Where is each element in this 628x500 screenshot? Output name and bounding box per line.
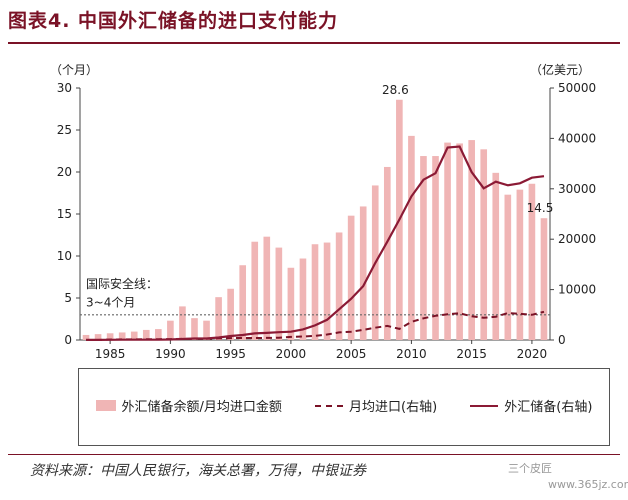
bar: [287, 267, 295, 340]
bar: [408, 135, 415, 340]
x-tick-label: 2010: [396, 347, 427, 361]
bar: [323, 242, 331, 340]
bar: [528, 183, 536, 340]
bar: [480, 149, 488, 340]
legend: 外汇储备余额/月均进口金额 月均进口(右轴) 外汇储备(右轴): [78, 368, 610, 446]
bar: [179, 306, 186, 340]
title-divider: [8, 42, 620, 44]
reserve-line: [86, 145, 545, 341]
bar: [347, 215, 355, 340]
x-tick-label: 1990: [155, 347, 186, 361]
right-axis-unit: （亿美元）: [530, 62, 590, 77]
legend-swatch-bar: [95, 400, 116, 411]
chart-title: 图表4. 中国外汇储备的进口支付能力: [8, 10, 339, 32]
bar: [227, 288, 234, 340]
latest-value-label: 14.5: [527, 201, 554, 215]
bar: [191, 318, 198, 340]
bar: [492, 172, 500, 340]
chart: 0 5 10 15 20 25 30 0 10000 20000 30000 40000 50000 19…: [50, 62, 596, 361]
bar: [299, 258, 307, 340]
left-tick-label: 25: [57, 123, 72, 137]
bar: [420, 156, 427, 340]
watermark: 三个皮匠: [508, 462, 552, 475]
bar: [94, 334, 102, 340]
bar: [383, 166, 391, 340]
legend-swatch-line: [470, 404, 499, 407]
right-tick-label: 20000: [558, 232, 596, 246]
chart-axes: 0 5 10 15 20 25 30 0 10000 20000 30000 40000 50000 19…: [50, 62, 596, 361]
bar: [142, 329, 150, 340]
bar: [432, 156, 439, 340]
right-tick-label: 0: [558, 333, 566, 347]
bar: [311, 244, 319, 340]
bar: [504, 194, 512, 340]
bar: [444, 142, 451, 340]
left-tick-label: 10: [57, 249, 72, 263]
line-series: [80, 145, 550, 341]
bar: [456, 143, 463, 340]
safety-line-range: 3~4个月: [86, 295, 135, 309]
left-tick-label: 30: [57, 81, 72, 95]
bar: [215, 297, 222, 340]
bar: [251, 241, 259, 340]
peak-value-label: 28.6: [382, 83, 409, 97]
bar-series: [82, 99, 548, 340]
bar: [118, 332, 126, 340]
left-tick-label: 0: [64, 333, 72, 347]
x-tick-label: 2000: [276, 347, 307, 361]
source-note: 资料来源：中国人民银行，海关总署，万得，中银证券: [30, 463, 366, 479]
legend-item-ratio: 外汇储备余额/月均进口金额: [95, 396, 282, 415]
bar: [275, 247, 283, 340]
bar: [203, 320, 210, 340]
source-divider: [8, 454, 620, 455]
chart-labels: 28.6 14.5 国际安全线： 3~4个月: [86, 83, 553, 310]
left-tick-label: 15: [57, 207, 72, 221]
bar: [516, 189, 524, 340]
legend-swatch-dashed: [315, 404, 344, 407]
legend-item-reserve: 外汇储备(右轴): [470, 396, 592, 415]
watermark-url: www.365jz.com: [548, 478, 628, 491]
right-tick-label: 30000: [558, 182, 596, 196]
legend-label-ratio: 外汇储备余额/月均进口金额: [121, 400, 282, 415]
left-tick-label: 20: [57, 165, 72, 179]
bar: [540, 218, 548, 340]
bar: [335, 232, 343, 340]
legend-label-reserve: 外汇储备(右轴): [504, 400, 593, 415]
right-tick-label: 50000: [558, 81, 596, 95]
x-tick-label: 1995: [215, 347, 246, 361]
right-tick-label: 10000: [558, 283, 596, 297]
legend-label-import: 月均进口(右轴): [349, 400, 438, 415]
x-tick-label: 1985: [95, 347, 126, 361]
bar: [263, 236, 271, 340]
x-tick-label: 2020: [517, 347, 548, 361]
bar: [167, 320, 174, 340]
safety-line-label: 国际安全线：: [86, 276, 158, 291]
monthly-import-line: [86, 310, 545, 341]
bar: [82, 334, 90, 340]
bar: [359, 206, 367, 340]
bar: [468, 140, 475, 340]
left-axis-unit: （个月）: [50, 63, 98, 77]
right-tick-label: 40000: [558, 131, 596, 145]
bar: [155, 329, 162, 340]
bar: [239, 265, 247, 340]
legend-item-import: 月均进口(右轴): [315, 396, 437, 415]
bar: [106, 333, 114, 340]
x-tick-label: 2005: [336, 347, 367, 361]
left-tick-label: 5: [64, 291, 72, 305]
x-tick-label: 2015: [456, 347, 487, 361]
bar: [130, 331, 138, 340]
